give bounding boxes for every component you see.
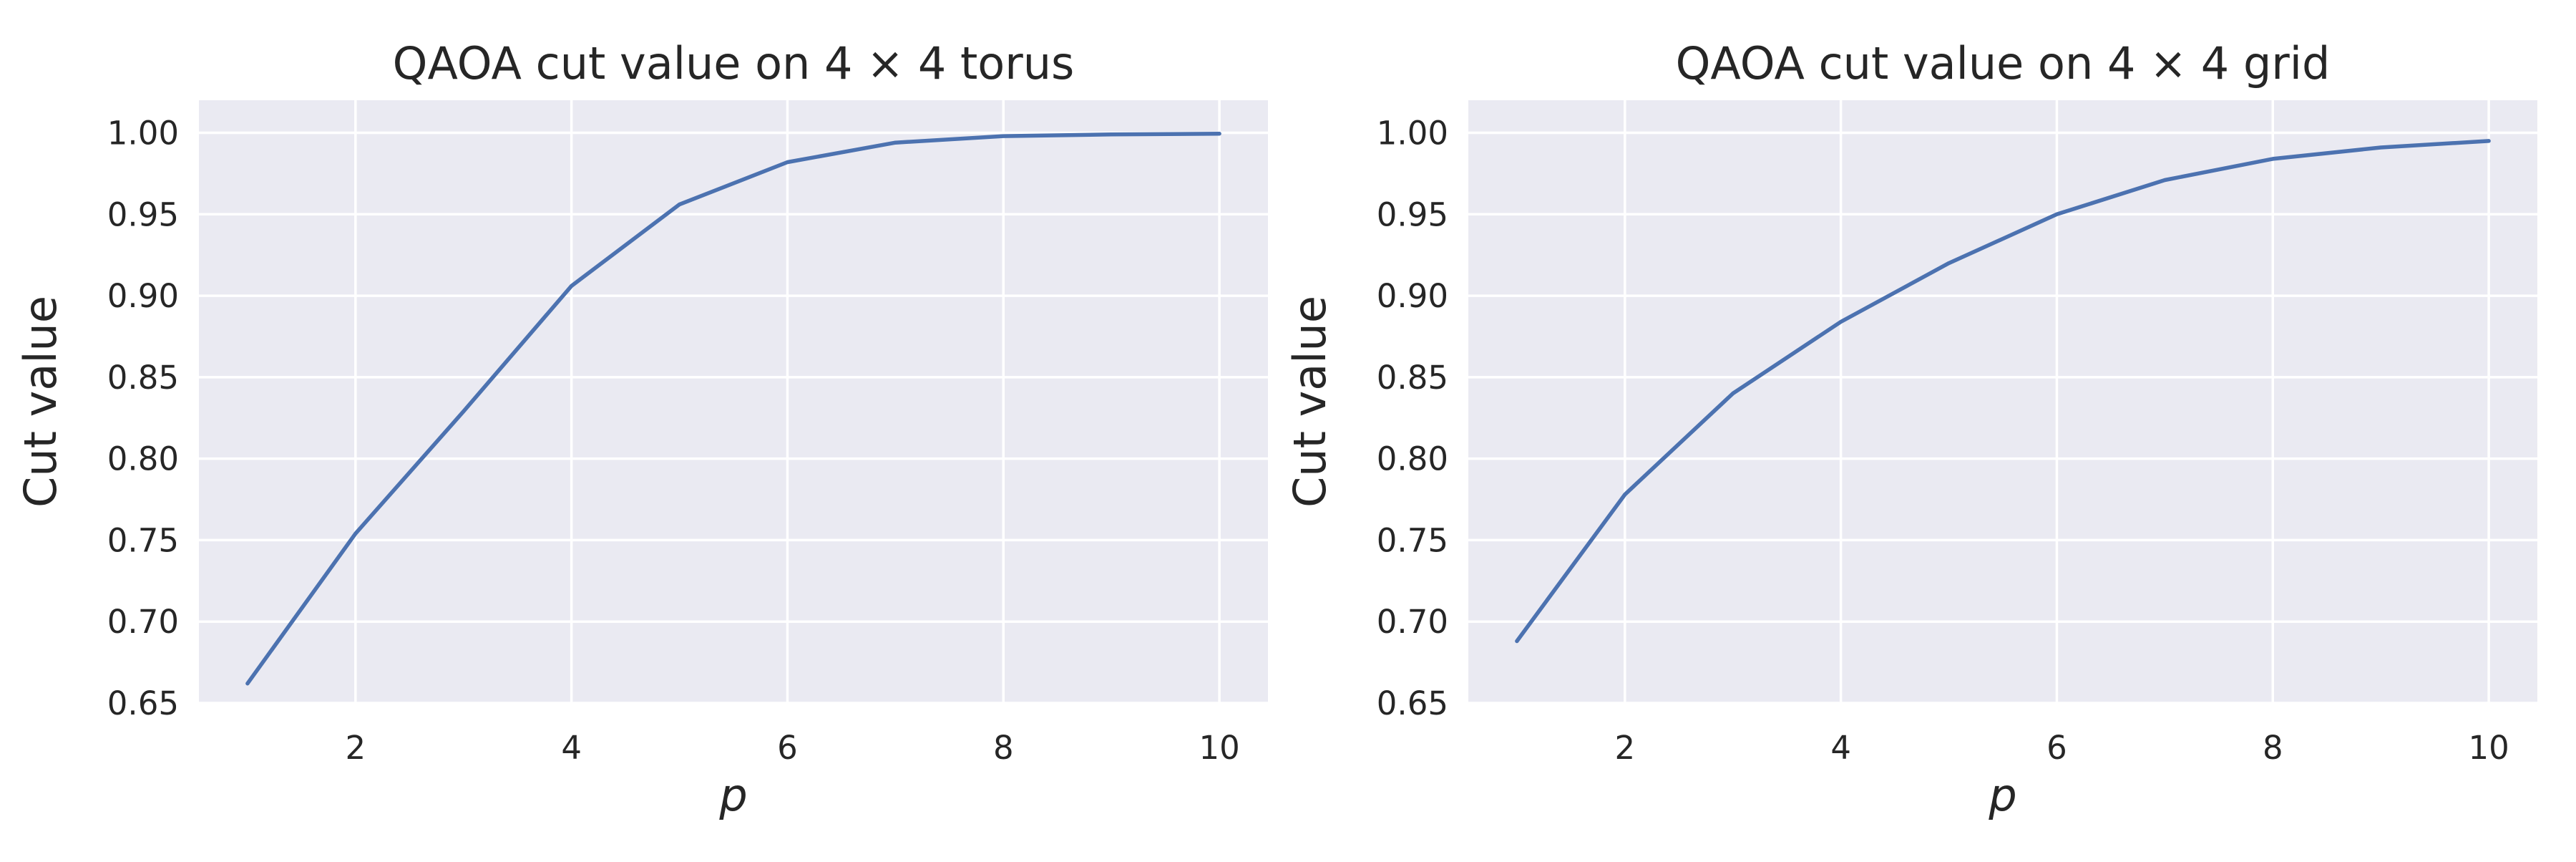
x-axis-label: p <box>718 769 747 821</box>
y-tick-label: 0.75 <box>1377 521 1448 559</box>
x-tick-label: 8 <box>993 729 1014 767</box>
data-point <box>1623 493 1627 497</box>
data-point <box>462 410 466 414</box>
x-tick-label: 4 <box>1830 729 1851 767</box>
x-tick-label: 4 <box>561 729 582 767</box>
x-tick-label: 6 <box>777 729 798 767</box>
data-point <box>678 203 682 207</box>
data-point <box>785 160 789 164</box>
x-tick-label: 8 <box>2263 729 2283 767</box>
x-tick-label: 6 <box>2046 729 2067 767</box>
y-tick-label: 1.00 <box>1377 115 1448 152</box>
y-tick-label: 0.70 <box>1377 603 1448 641</box>
y-tick-label: 0.65 <box>1377 684 1448 722</box>
series-line <box>245 131 1221 686</box>
data-point <box>2162 178 2167 183</box>
x-axis-label: p <box>1988 769 2016 821</box>
data-point <box>2054 212 2059 216</box>
data-point <box>893 140 897 145</box>
y-tick-label: 0.95 <box>1377 195 1448 233</box>
data-point <box>353 531 358 536</box>
plot-area <box>1468 100 2537 703</box>
y-tick-label: 0.90 <box>107 277 179 315</box>
y-tick-label: 0.90 <box>1377 277 1448 315</box>
y-tick-label: 0.80 <box>1377 440 1448 478</box>
y-tick-label: 0.85 <box>1377 359 1448 397</box>
y-tick-label: 0.70 <box>107 603 179 641</box>
data-point <box>570 284 574 288</box>
x-tick-label: 2 <box>1614 729 1635 767</box>
data-point <box>1947 261 1951 266</box>
y-tick-label: 0.75 <box>107 521 179 559</box>
y-tick-label: 0.65 <box>107 684 179 722</box>
data-point <box>1515 639 1519 644</box>
y-tick-label: 0.95 <box>107 195 179 233</box>
plot-area <box>199 100 1268 703</box>
x-tick-label: 10 <box>2468 729 2509 767</box>
x-tick-label: 10 <box>1199 729 1239 767</box>
data-point <box>2379 145 2383 150</box>
data-point <box>245 682 250 686</box>
y-axis-label: Cut value <box>14 296 67 508</box>
chart-panel-grid: 0.65 0.70 0.75 0.80 0.85 0.90 0.95 1.00 2 4 6 8 10 QA… <box>1284 37 2537 821</box>
data-point <box>1217 132 1221 136</box>
data-point <box>1839 319 1843 324</box>
chart-panel-torus: 0.65 0.70 0.75 0.80 0.85 0.90 0.95 1.00 2 4 6 8 10 QA… <box>14 37 1268 821</box>
data-point <box>1001 134 1005 138</box>
data-point <box>2487 139 2491 143</box>
data-point <box>1731 392 1735 396</box>
y-axis-label: Cut value <box>1284 296 1336 508</box>
y-tick-label: 0.85 <box>107 359 179 397</box>
x-tick-label: 2 <box>345 729 366 767</box>
chart-title: QAOA cut value on 4 × 4 torus <box>393 37 1075 89</box>
data-point <box>2270 157 2275 161</box>
chart-title: QAOA cut value on 4 × 4 grid <box>1676 37 2331 89</box>
data-point <box>1109 132 1113 137</box>
series-line <box>1515 139 2491 644</box>
y-tick-label: 1.00 <box>107 115 179 152</box>
y-tick-label: 0.80 <box>107 440 179 478</box>
